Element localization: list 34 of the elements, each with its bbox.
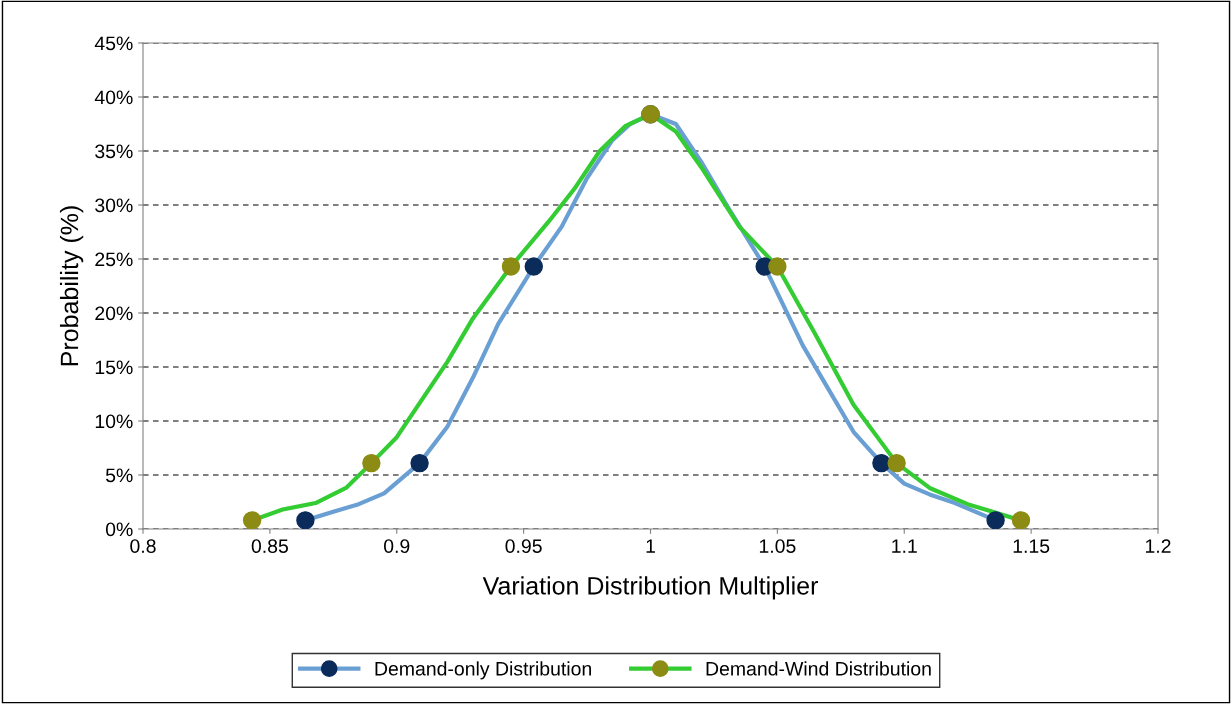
x-tick-label: 0.9 — [384, 539, 410, 553]
point — [1011, 511, 1031, 529]
y-tick-label: 30% — [95, 198, 133, 213]
y-tick-label: 40% — [94, 90, 133, 105]
y-tick-label: 45% — [94, 36, 133, 51]
point — [501, 257, 521, 276]
y-tick-label: 5% — [105, 468, 133, 483]
x-tick-label: 1.15 — [1013, 539, 1050, 553]
x-tick-label: 0.8 — [130, 539, 156, 553]
y-tick-label: 25% — [95, 252, 133, 267]
y-tick-label: 15% — [95, 360, 133, 375]
point — [524, 257, 543, 276]
legend-label: Demand-only Distribution — [375, 661, 591, 680]
x-tick-label: 1.05 — [759, 539, 796, 553]
x-tick-label: 0.95 — [505, 539, 542, 553]
x-tick-label: 1.2 — [1145, 539, 1171, 553]
x-tick-label: 1.1 — [892, 539, 917, 553]
point — [887, 453, 906, 473]
y-tick-label: 35% — [95, 144, 133, 159]
legend-label: Demand-Wind Distribution — [706, 661, 931, 676]
y-tick-label: 10% — [95, 414, 133, 429]
x-axis-title: Variation Distribution Multiplier — [482, 576, 818, 600]
y-axis-title: Probability (%) — [59, 206, 84, 366]
point — [410, 453, 429, 473]
point — [296, 511, 315, 529]
point — [768, 257, 787, 276]
point — [872, 453, 891, 473]
x-tick-label: 0.85 — [251, 539, 288, 553]
y-tick-label: 20% — [95, 306, 133, 321]
y-tick-label: 0% — [105, 522, 133, 537]
x-tick-label: 1 — [646, 539, 655, 553]
point — [242, 511, 262, 529]
point — [362, 453, 381, 473]
point — [986, 511, 1005, 529]
